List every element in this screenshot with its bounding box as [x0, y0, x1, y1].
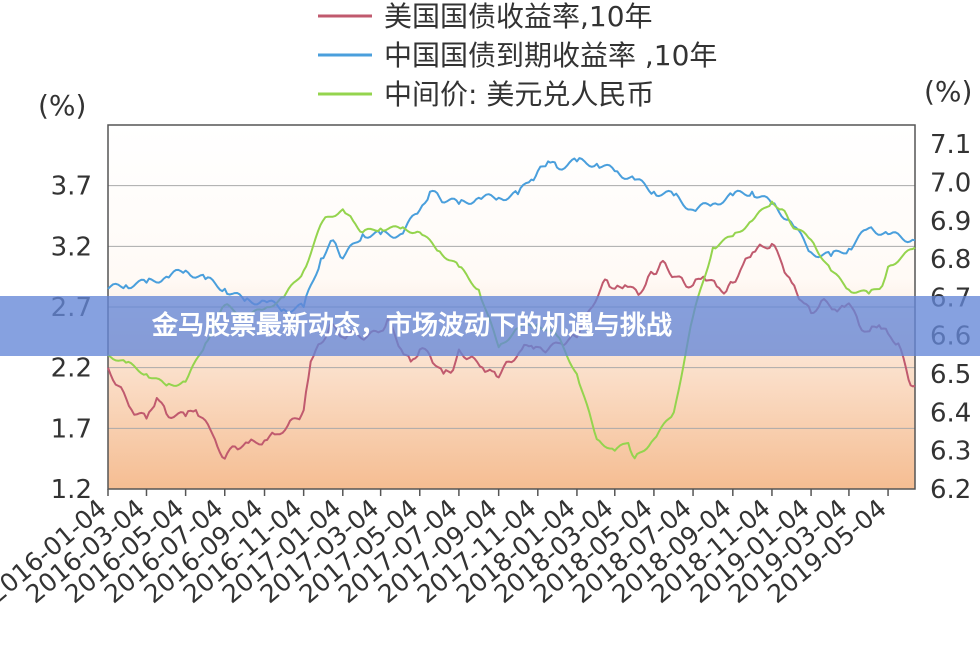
y-right-tick-label: 6.3	[930, 437, 971, 467]
y-right-tick-label: 6.8	[930, 245, 971, 275]
y-right-tick-label: 6.2	[930, 475, 971, 505]
legend: 美国国债收益率,10年 中国国债到期收益率 ,10年 中间价: 美元兑人民币	[318, 0, 717, 111]
y-right-tick-label: 7.1	[930, 130, 971, 160]
x-ticks: 2016-01-042016-03-042016-05-042016-07-04…	[0, 489, 892, 609]
y-left-tick-label: 3.7	[51, 172, 92, 202]
y-left-tick-label: 1.7	[51, 414, 92, 444]
y-left-tick-label: 2.2	[51, 354, 92, 384]
legend-label-usdcny: 中间价: 美元兑人民币	[384, 78, 654, 111]
legend-label-us: 美国国债收益率,10年	[384, 0, 653, 33]
y-right-tick-label: 6.5	[930, 360, 971, 390]
title-banner: 金马股票最新动态，市场波动下的机遇与挑战	[0, 296, 980, 356]
y-left-tick-label: 3.2	[51, 232, 92, 262]
series-line-us	[107, 242, 916, 460]
legend-label-cn: 中国国债到期收益率 ,10年	[384, 39, 717, 72]
y-left-ticks: 3.73.22.72.21.71.2	[51, 172, 92, 505]
y-left-tick-label: 1.2	[51, 475, 92, 505]
y-right-tick-label: 7.0	[930, 168, 971, 198]
y-left-unit: (%)	[38, 89, 86, 122]
y-right-tick-label: 6.4	[930, 398, 971, 428]
y-right-tick-label: 6.9	[930, 207, 971, 237]
banner-title: 金马股票最新动态，市场波动下的机遇与挑战	[152, 311, 673, 341]
y-right-unit: (%)	[924, 75, 972, 108]
